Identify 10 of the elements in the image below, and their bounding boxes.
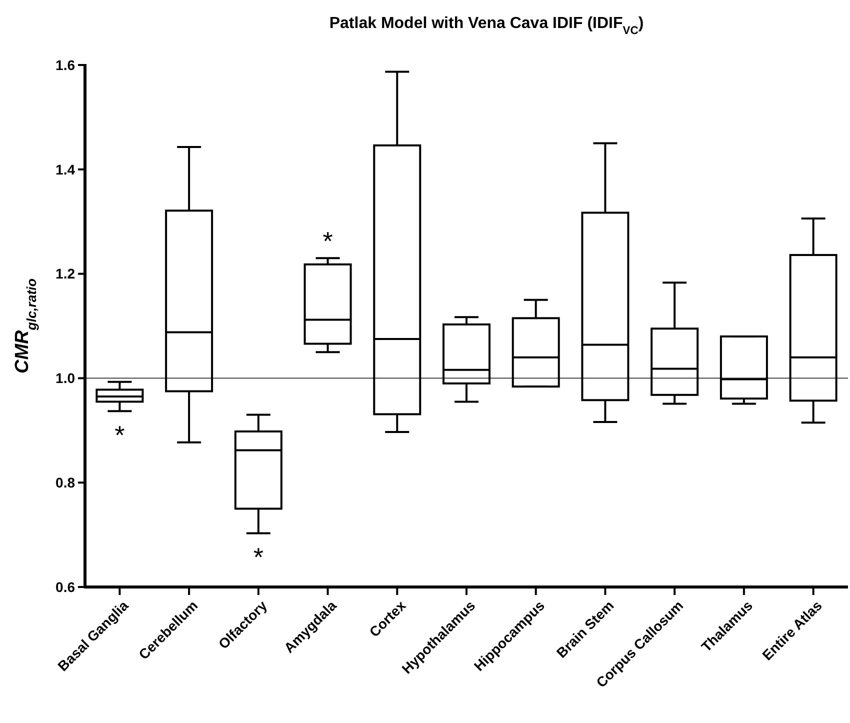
y-tick-label: 1.2	[56, 266, 76, 282]
y-tick-label: 0.8	[56, 474, 76, 490]
y-tick-label: 0.6	[56, 578, 76, 595]
annotation: *	[114, 420, 125, 450]
y-tick-label: 1.6	[56, 56, 76, 73]
annotation: *	[253, 542, 264, 572]
y-tick-label: 1.4	[56, 161, 76, 178]
annotation: *	[322, 226, 333, 256]
chart-title: Patlak Model with Vena Cava IDIF (IDIF$_{VC}$)	[329, 15, 644, 37]
y-tick-label: 1.0	[56, 370, 76, 386]
